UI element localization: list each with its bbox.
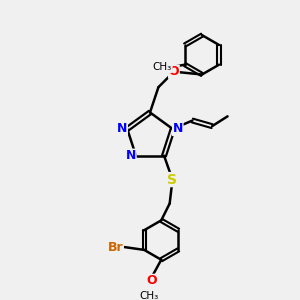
Text: S: S [167,172,178,187]
Text: N: N [126,149,136,162]
Text: N: N [117,122,128,136]
Text: Br: Br [108,241,123,254]
Text: N: N [172,122,183,136]
Text: CH₃: CH₃ [139,291,158,300]
Text: CH₃: CH₃ [153,62,172,73]
Text: O: O [146,274,157,287]
Text: O: O [169,65,179,78]
